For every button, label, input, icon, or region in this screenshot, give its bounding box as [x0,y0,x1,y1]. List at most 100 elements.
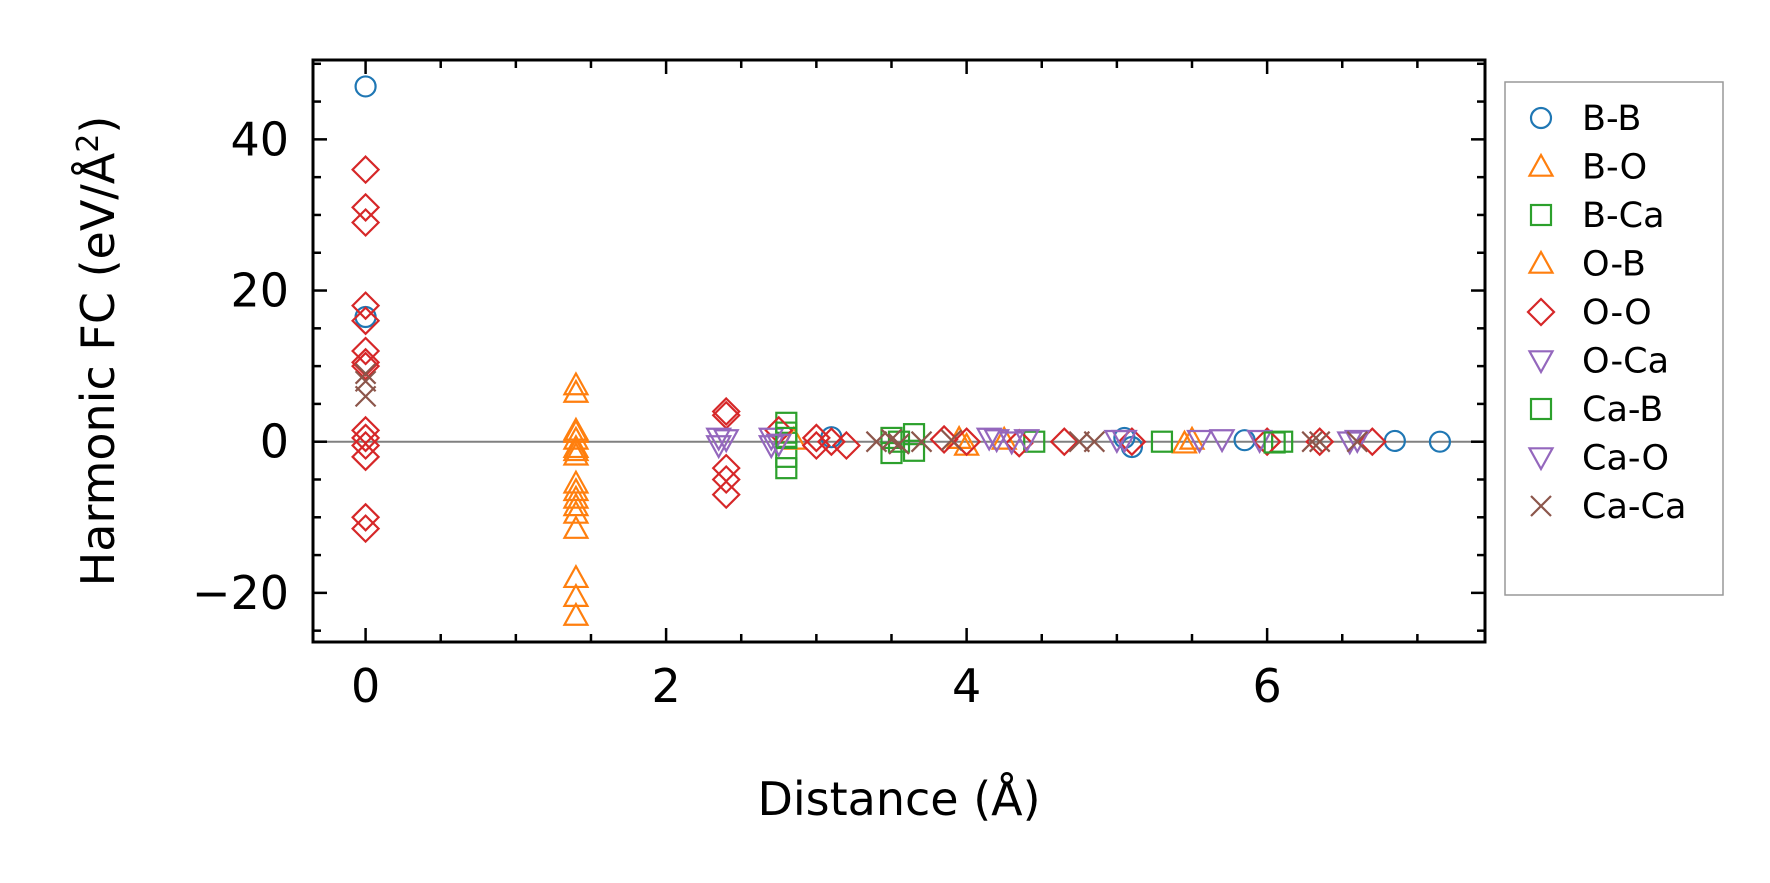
y-tick-label: −20 [192,566,289,620]
legend-label: B-O [1582,148,1647,188]
data-point-o-o [1004,428,1034,458]
legend-marker [1527,152,1555,177]
series-b-ca [775,411,1294,480]
data-point-ca-ca [1308,430,1331,453]
legend-items: B-B B-O B-Ca O-B O-O O-Ca Ca-B Ca-O Ca-Ca [1526,99,1686,527]
data-point-b-o [562,378,590,403]
series-ca-ca [354,362,1369,455]
x-tick-label: 6 [1252,659,1281,713]
data-point-o-o [1252,427,1282,457]
data-point-o-o [952,427,982,457]
data-point-b-o [562,484,590,509]
series-b-o [562,371,1198,626]
data-point-o-o [711,464,741,495]
legend-box [1504,81,1724,596]
data-point-o-o [351,306,381,336]
data-point-b-o [562,371,590,396]
legend-marker [1530,495,1552,517]
y-axis-label: Harmonic FC (eV/Å2) [71,116,125,587]
data-point-b-o [562,425,590,450]
data-point-o-o [351,351,381,381]
data-point-b-o [562,499,590,524]
data-point-b-o [562,433,590,459]
data-point-o-ca [998,431,1026,456]
legend-label: B-Ca [1582,196,1665,236]
tick-labels-layer: 0 2 4 6 −20 0 20 40 [192,112,1282,713]
legend-item-ca-b: Ca-B [1529,390,1663,430]
data-point-o-o [351,192,381,222]
data-point-o-o [801,430,831,461]
series-b-b [354,75,1452,459]
data-point-b-ca [1023,430,1046,453]
data-point-b-b [1428,430,1452,453]
data-point-ca-ca [1083,430,1106,453]
data-point-b-o [562,514,590,539]
legend-label: Ca-B [1582,390,1663,430]
data-point-b-ca [902,423,926,446]
data-point-ca-ca [354,362,377,385]
data-point-ca-ca [354,385,377,408]
legend-marker [1529,106,1553,130]
data-point-ca-o [983,429,1011,454]
data-point-ca-ca [1346,430,1369,453]
data-point-b-o [562,492,590,517]
legend-item-ca-o: Ca-O [1527,439,1669,479]
data-point-b-b [354,305,377,329]
y-axis-label-close: ) [71,116,125,134]
y-axis-label-superscript: 2 [71,134,106,153]
data-point-o-o [351,514,381,544]
data-point-b-b [354,75,377,98]
data-point-ca-b [1263,431,1286,454]
legend-label: O-B [1582,245,1646,285]
x-tick-label: 2 [651,659,680,713]
legend-marker [1526,297,1556,327]
legend-marker [1527,447,1555,472]
y-tick-label: 20 [230,264,289,318]
legend-label: Ca-O [1582,439,1669,479]
legend-marker [1529,397,1553,421]
legend-marker [1527,249,1555,274]
data-point-ca-o [1186,429,1213,454]
data-point-b-b [1233,429,1256,452]
data-point-o-b [562,437,590,462]
data-point-b-o [562,477,590,502]
data-point-ca-ca [1301,430,1323,453]
legend-label: O-O [1582,293,1652,333]
x-axis-label: Distance (Å) [757,772,1040,826]
data-point-ca-ca [1068,430,1091,453]
data-point-o-o [711,480,741,510]
series-ca-o [712,429,1371,458]
series-o-o [351,155,1387,544]
data-point-o-o [351,502,381,532]
data-point-ca-o [1343,429,1371,454]
data-point-b-o [562,601,590,626]
data-point-b-ca [1150,430,1174,453]
data-point-b-ca [775,445,798,468]
legend-item-o-ca: O-Ca [1527,342,1669,382]
data-point-ca-ca [888,433,910,455]
legend: B-B B-O B-Ca O-B O-O O-Ca Ca-B Ca-O Ca-Ca [1504,81,1724,596]
data-point-ca-ca [354,370,377,393]
data-point-o-ca [975,427,1003,452]
y-tick-label: 40 [230,112,289,166]
data-point-o-o [1357,427,1387,457]
data-point-b-ca [775,457,798,480]
data-point-o-o [351,423,381,453]
data-point-ca-o [1013,429,1041,454]
x-tick-label: 4 [952,659,981,713]
data-point-ca-o [765,433,793,458]
legend-item-ca-ca: Ca-Ca [1530,487,1686,527]
legend-item-o-o: O-O [1526,293,1652,333]
legend-item-b-b: B-B [1529,99,1641,139]
data-point-o-ca [705,427,733,452]
data-point-o-o [351,207,381,238]
data-point-o-o [1305,427,1335,457]
data-point-ca-b [775,426,798,450]
data-point-b-o [562,441,590,466]
data-points-layer [351,75,1452,626]
data-point-ca-ca [940,429,963,451]
data-point-o-o [1049,427,1079,457]
plot-frame [311,58,1487,644]
